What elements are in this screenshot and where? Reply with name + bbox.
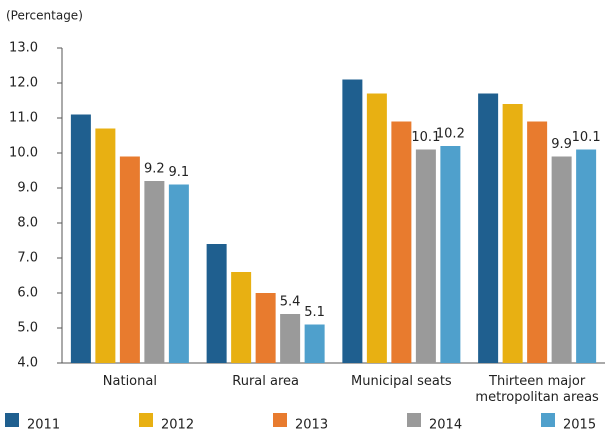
legend-swatch bbox=[5, 413, 19, 427]
x-tick-label: Thirteen major metropolitan areas bbox=[475, 374, 599, 405]
y-axis-label: (Percentage) bbox=[6, 9, 83, 23]
x-tick-label: National bbox=[102, 374, 157, 389]
data-label: 9.2 bbox=[144, 162, 165, 177]
y-tick-label: 7.0 bbox=[17, 251, 38, 266]
y-tick-label: 9.0 bbox=[17, 181, 38, 196]
bar bbox=[280, 314, 301, 363]
y-tick-label: 4.0 bbox=[17, 356, 38, 371]
bar bbox=[144, 181, 165, 363]
x-tick-label: Rural area bbox=[232, 374, 299, 389]
data-label: 10.2 bbox=[436, 127, 465, 142]
legend-label: 2012 bbox=[161, 418, 194, 433]
bar bbox=[255, 293, 276, 363]
y-tick-label: 10.0 bbox=[9, 146, 38, 161]
bar bbox=[478, 93, 499, 363]
x-tick-label: Municipal seats bbox=[351, 374, 452, 389]
data-label: 5.4 bbox=[280, 295, 301, 310]
data-label: 10.1 bbox=[411, 130, 440, 145]
y-tick-label: 11.0 bbox=[9, 111, 38, 126]
legend-swatch bbox=[273, 413, 287, 427]
data-label: 5.1 bbox=[304, 305, 325, 320]
bar bbox=[304, 324, 325, 363]
bar bbox=[415, 149, 436, 363]
y-tick-label: 13.0 bbox=[9, 41, 38, 56]
legend-swatch bbox=[139, 413, 153, 427]
bar bbox=[440, 146, 461, 363]
bar bbox=[168, 184, 189, 363]
data-label: 9.9 bbox=[551, 137, 572, 152]
legend-label: 2013 bbox=[295, 418, 328, 433]
y-tick-label: 6.0 bbox=[17, 286, 38, 301]
bar bbox=[206, 244, 227, 363]
y-tick-label: 5.0 bbox=[17, 321, 38, 336]
bar bbox=[527, 121, 548, 363]
legend-label: 2015 bbox=[563, 418, 596, 433]
bar bbox=[119, 156, 140, 363]
data-label: 10.1 bbox=[572, 130, 601, 145]
legend-swatch bbox=[541, 413, 555, 427]
bar bbox=[391, 121, 412, 363]
y-tick-label: 12.0 bbox=[9, 76, 38, 91]
bar bbox=[342, 79, 363, 363]
legend-swatch bbox=[407, 413, 421, 427]
bar bbox=[70, 114, 91, 363]
legend-label: 2011 bbox=[27, 418, 60, 433]
bar bbox=[366, 93, 387, 363]
bar bbox=[231, 272, 252, 363]
bar bbox=[576, 149, 597, 363]
bar bbox=[95, 128, 116, 363]
y-tick-label: 8.0 bbox=[17, 216, 38, 231]
legend-label: 2014 bbox=[429, 418, 462, 433]
bar bbox=[551, 156, 572, 363]
data-label: 9.1 bbox=[169, 165, 190, 180]
bar bbox=[502, 104, 523, 363]
